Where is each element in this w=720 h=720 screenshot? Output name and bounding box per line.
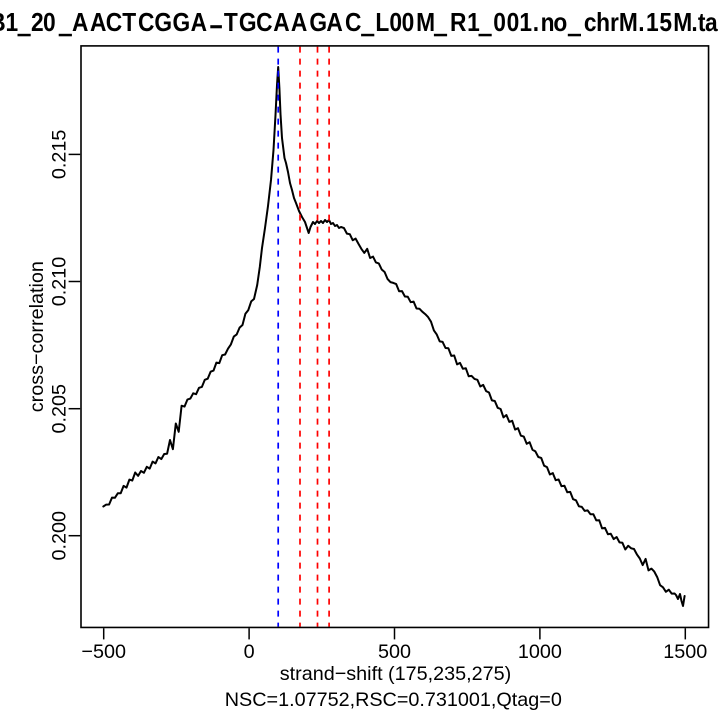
svg-text:0.200: 0.200 [48,511,70,561]
svg-text:strand−shift (175,235,275): strand−shift (175,235,275) [280,663,511,685]
svg-text:0.210: 0.210 [48,257,70,307]
svg-text:500: 500 [378,641,411,663]
svg-text:0.215: 0.215 [48,130,70,180]
svg-text:cross−correlation: cross−correlation [26,261,48,412]
svg-text:0: 0 [244,641,255,663]
svg-text:0.205: 0.205 [48,384,70,434]
svg-text:NSC=1.07752,RSC=0.731001,Qtag=: NSC=1.07752,RSC=0.731001,Qtag=0 [225,689,562,711]
svg-text:1000: 1000 [518,641,562,663]
svg-text:B120AACTCGGATGCAAGACL00MR1001.: B120AACTCGGATGCAAGACL00MR1001.nochrM.15M… [0,9,718,38]
svg-text:1500: 1500 [663,641,707,663]
svg-text:−500: −500 [81,641,126,663]
